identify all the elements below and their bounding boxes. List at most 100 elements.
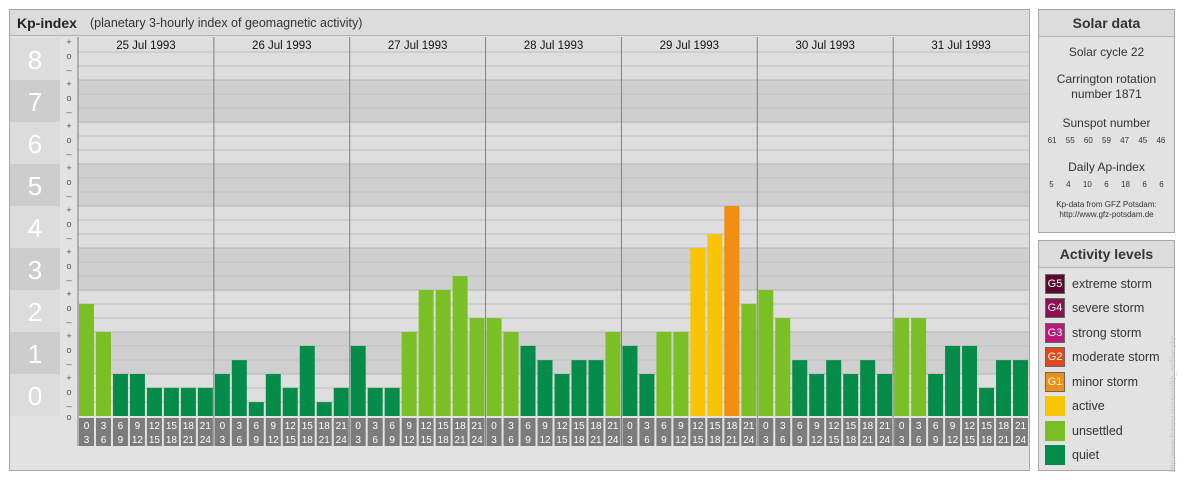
hour-end-label: 3 [627,435,633,446]
sub-tick-label: – [66,149,71,159]
ap-value: 4 [1066,180,1071,189]
hour-label-box [537,418,553,446]
carrington-number: number 1871 [1071,87,1142,101]
kp-bar [418,290,434,416]
hour-end-label: 12 [268,435,280,446]
legend-label: severe storm [1072,301,1145,315]
kp-bar [486,318,502,416]
y-tick-label: 3 [28,255,42,285]
sub-tick-label: – [66,317,71,327]
hour-label-box [945,418,961,446]
hour-label-box [979,418,995,446]
y-label-band [10,206,60,248]
hour-label-box [741,418,757,446]
kp-bar [707,234,723,416]
hour-start-label: 9 [135,421,141,432]
kp-bar [690,248,706,416]
hour-start-label: 6 [389,421,395,432]
data-source-text: Kp-data from GFZ Potsdam: [1056,200,1157,209]
hour-start-label: 15 [573,421,585,432]
kp-chart-panel: Kp-index (planetary 3-hourly index of ge… [9,9,1030,471]
day-label: 29 Jul 1993 [660,40,719,52]
hour-end-label: 24 [336,435,348,446]
hour-start-label: 18 [726,421,738,432]
hour-start-label: 0 [627,421,633,432]
kp-bar [384,387,400,416]
hour-end-label: 24 [1015,435,1027,446]
hour-label-box [860,418,876,446]
hour-start-label: 18 [590,421,602,432]
sunspot-values: 61 55 60 59 47 45 46 [1039,136,1174,146]
hour-label-box [724,418,740,446]
hour-label-box [163,418,179,446]
kp-band [78,122,1029,164]
hour-start-label: 0 [220,421,226,432]
day-label: 28 Jul 1993 [524,40,583,52]
sub-tick-label: + [66,289,71,299]
y-tick-label: 0 [28,381,42,411]
hour-end-label: 9 [254,435,260,446]
ap-value: 6 [1142,180,1147,189]
hour-start-label: 21 [472,421,484,432]
kp-bar [622,345,638,416]
hour-label-box [418,418,434,446]
kp-bar [962,345,978,416]
ap-value: 5 [1049,180,1054,189]
hour-label-box [316,418,332,446]
kp-band [78,332,1029,374]
carrington-label: Carrington rotation [1056,72,1157,86]
hour-end-label: 3 [491,435,497,446]
hour-label-box [877,418,893,446]
hour-label-box [775,418,791,446]
sub-tick-label: + [66,373,71,383]
hour-start-label: 15 [438,421,450,432]
ap-value: 18 [1121,180,1130,189]
hour-end-label: 6 [916,435,922,446]
hour-end-label: 24 [879,435,891,446]
hour-end-label: 6 [237,435,243,446]
hour-label-box [95,418,111,446]
hour-start-label: 15 [166,421,178,432]
hour-start-label: 18 [998,421,1010,432]
g5-badge: G5 [1045,274,1065,294]
legend-label: minor storm [1072,375,1138,389]
hour-end-label: 9 [118,435,124,446]
hour-start-label: 12 [421,421,433,432]
hour-label-box [673,418,689,446]
hour-label-box [112,418,128,446]
kp-bar [146,387,162,416]
sub-tick-label: + [66,163,71,173]
sub-tick-label: o [66,177,71,187]
hour-start-label: 12 [149,421,161,432]
hour-label-box [792,418,808,446]
kp-bar [316,402,332,416]
hour-label-box [248,418,264,446]
hour-end-label: 21 [183,435,195,446]
hour-start-label: 3 [237,421,243,432]
kp-band [78,206,1029,248]
hour-label-box [690,418,706,446]
kp-bar [673,332,689,416]
hour-end-label: 3 [355,435,361,446]
kp-band [78,248,1029,290]
legend-label: strong storm [1072,326,1142,340]
legend-label: unsettled [1072,424,1123,438]
sunspot-value: 60 [1083,136,1093,145]
y-tick-label: 2 [28,297,42,327]
hour-start-label: 0 [491,421,497,432]
hour-end-label: 21 [998,435,1010,446]
hour-label-box [231,418,247,446]
kp-bar [877,374,893,416]
sub-tick-label: – [66,233,71,243]
kp-bar [911,318,927,416]
kp-bar [299,345,315,416]
hour-label-box [571,418,587,446]
hour-label-box [758,418,774,446]
kp-bar [792,360,808,416]
kp-bar [928,374,944,416]
hour-end-label: 18 [438,435,450,446]
kp-bar [945,345,961,416]
sub-tick-label: + [66,79,71,89]
kp-band [78,164,1029,206]
hour-label-box [1013,418,1028,446]
